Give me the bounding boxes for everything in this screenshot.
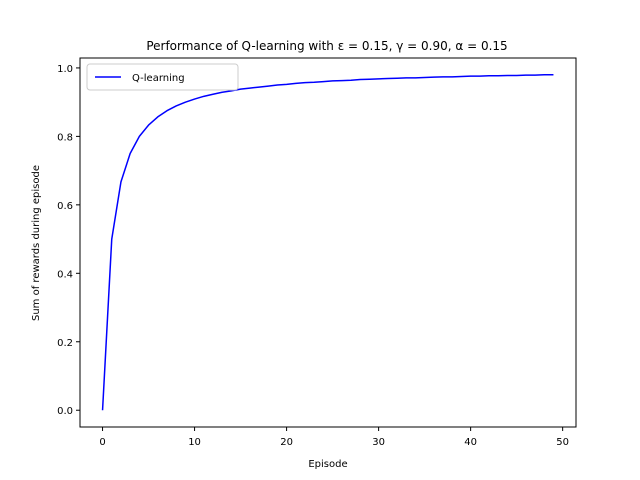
chart-title: Performance of Q-learning with ε = 0.15,… [146,39,507,53]
y-tick-label: 1.0 [57,64,73,75]
x-tick-label: 0 [99,437,105,448]
y-axis-label: Sum of rewards during episode [31,165,42,321]
legend: Q-learning [86,63,239,91]
x-tick-label: 20 [280,437,293,448]
x-axis-label: Episode [308,459,347,470]
y-tick-label: 0.8 [57,132,73,143]
axes-frame [79,57,577,428]
x-tick-label: 30 [372,437,385,448]
y-tick-label: 0.6 [57,201,73,212]
legend-frame [86,63,239,91]
plot-area [101,74,554,411]
x-tick-label: 40 [464,437,477,448]
legend-label-q-learning: Q-learning [132,73,185,84]
series-line-q-learning [101,74,554,411]
axes: 0 10 20 30 40 50 0.0 0.2 0.4 0.6 0.8 1.0 [57,57,577,448]
x-tick-label: 10 [188,437,201,448]
x-tick-label: 50 [556,437,569,448]
y-tick-label: 0.4 [57,269,73,280]
y-tick-label: 0.2 [57,338,73,349]
y-tick-label: 0.0 [57,406,73,417]
